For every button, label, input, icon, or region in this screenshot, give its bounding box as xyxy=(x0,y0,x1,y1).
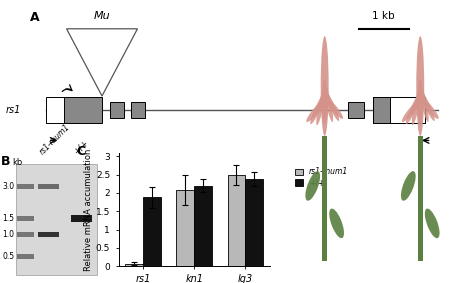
Ellipse shape xyxy=(401,171,416,201)
Ellipse shape xyxy=(306,100,325,122)
Text: 1.5: 1.5 xyxy=(2,214,14,223)
Text: C: C xyxy=(76,145,85,158)
Text: kb: kb xyxy=(13,158,23,168)
Legend: rs1-mum1, +/+: rs1-mum1, +/+ xyxy=(294,166,350,189)
Bar xyxy=(418,136,423,261)
Bar xyxy=(18,254,34,260)
Text: 3.0: 3.0 xyxy=(2,182,14,191)
Bar xyxy=(46,97,81,123)
Ellipse shape xyxy=(325,97,343,119)
Ellipse shape xyxy=(316,84,326,125)
Bar xyxy=(110,102,124,118)
Ellipse shape xyxy=(419,81,428,122)
Text: 1 kb: 1 kb xyxy=(372,11,395,21)
Bar xyxy=(194,186,212,266)
Ellipse shape xyxy=(402,100,420,122)
Ellipse shape xyxy=(419,88,435,121)
Bar xyxy=(348,102,364,118)
Ellipse shape xyxy=(323,81,333,122)
Ellipse shape xyxy=(420,97,439,119)
Bar xyxy=(38,232,59,237)
Bar xyxy=(143,197,161,266)
Bar xyxy=(18,232,34,237)
Text: B: B xyxy=(0,155,10,168)
Text: A: A xyxy=(30,11,40,24)
Bar xyxy=(38,184,59,189)
Text: rs1-mum1: rs1-mum1 xyxy=(393,265,443,275)
Bar xyxy=(18,184,34,189)
Ellipse shape xyxy=(305,171,320,201)
Ellipse shape xyxy=(323,88,339,121)
Ellipse shape xyxy=(412,84,422,125)
Bar xyxy=(126,264,143,266)
Ellipse shape xyxy=(329,209,344,238)
Text: Mu: Mu xyxy=(94,11,110,21)
Text: rs1: rs1 xyxy=(5,105,21,115)
Ellipse shape xyxy=(416,36,424,136)
Text: +/+: +/+ xyxy=(309,265,328,275)
Bar xyxy=(373,97,398,123)
Bar xyxy=(16,164,97,275)
Bar xyxy=(246,179,263,266)
Ellipse shape xyxy=(322,79,327,124)
Text: D: D xyxy=(283,14,293,27)
Text: +/+: +/+ xyxy=(72,138,90,156)
Bar xyxy=(228,175,246,266)
Ellipse shape xyxy=(321,36,328,136)
Text: rs1-mum1: rs1-mum1 xyxy=(38,122,73,156)
Bar xyxy=(18,216,34,221)
Bar xyxy=(64,97,102,123)
Bar xyxy=(71,215,91,222)
Bar xyxy=(390,97,425,123)
Bar xyxy=(176,190,194,266)
Text: 0.5: 0.5 xyxy=(2,252,14,261)
Bar xyxy=(131,102,145,118)
Bar xyxy=(322,136,327,261)
Ellipse shape xyxy=(425,209,439,238)
Ellipse shape xyxy=(418,79,423,124)
Bar xyxy=(373,97,425,123)
Ellipse shape xyxy=(406,91,421,124)
Y-axis label: Relative mRNA accumulation: Relative mRNA accumulation xyxy=(84,148,93,271)
Text: 1.0: 1.0 xyxy=(2,230,14,239)
Ellipse shape xyxy=(310,91,326,124)
